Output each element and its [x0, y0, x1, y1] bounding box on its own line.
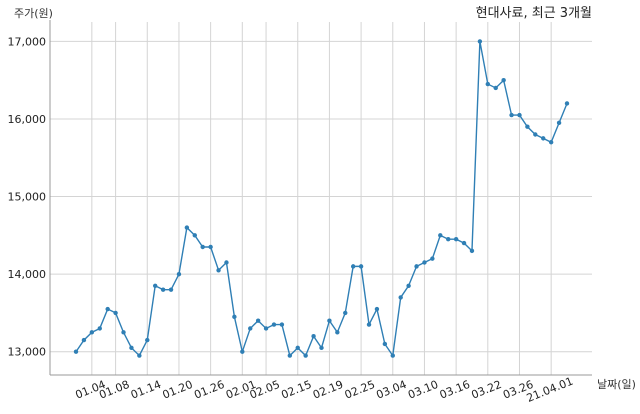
x-tick-label: 03.22 [469, 378, 503, 402]
data-point [200, 244, 205, 250]
data-point [366, 322, 372, 327]
data-point [255, 318, 261, 323]
data-point [216, 268, 221, 273]
data-point [541, 136, 546, 141]
data-point [453, 237, 459, 242]
data-point [105, 306, 110, 312]
data-point [160, 287, 166, 292]
data-point [113, 310, 118, 316]
data-point [279, 322, 285, 327]
x-tick-label: 01.20 [161, 378, 195, 402]
y-tick-label: 15,000 [8, 191, 47, 204]
data-point [430, 256, 435, 261]
price-series-line [75, 41, 568, 358]
data-point [493, 85, 498, 91]
data-point [469, 248, 475, 254]
x-tick-label: 02.25 [343, 378, 377, 402]
data-point [89, 330, 95, 335]
x-tick-label: 02.15 [279, 378, 313, 402]
data-point [248, 326, 253, 331]
x-tick-label: 03.04 [374, 378, 408, 402]
x-tick-label: 02.19 [311, 378, 345, 402]
data-point [548, 140, 554, 145]
data-point [145, 337, 150, 343]
data-point [129, 345, 134, 351]
y-tick-label: 16,000 [8, 113, 47, 126]
data-point [446, 237, 451, 242]
axes [49, 20, 592, 376]
data-point [327, 318, 332, 323]
x-tick-label: 01.14 [129, 378, 163, 402]
data-point [73, 349, 79, 354]
data-point [398, 295, 403, 300]
data-point [564, 101, 570, 106]
data-point [192, 233, 197, 238]
data-point [232, 314, 237, 320]
data-point [303, 353, 308, 358]
data-point [501, 77, 506, 83]
data-point [271, 322, 277, 327]
data-point [152, 283, 158, 288]
data-point [121, 330, 126, 335]
data-point [208, 244, 213, 250]
data-point [176, 271, 182, 277]
y-tick-label: 17,000 [8, 35, 47, 48]
y-tick-labels: 13,000 14,000 15,000 16,000 17,000 [8, 35, 47, 358]
data-point [533, 132, 538, 137]
data-point [406, 283, 411, 288]
chart-title: 현대사료, 최근 3개월 [476, 6, 592, 21]
data-point [485, 81, 491, 87]
x-tick-label: 21.04.01 [525, 375, 575, 405]
data-point [263, 326, 269, 331]
data-point [240, 349, 245, 354]
price-series-points [73, 39, 570, 358]
x-tick-label: 03.10 [406, 378, 440, 402]
data-point [509, 112, 514, 118]
data-point [137, 353, 142, 358]
y-tick-label: 13,000 [8, 346, 47, 359]
data-point [287, 353, 293, 358]
data-point [97, 326, 102, 331]
x-tick-label: 03.16 [438, 378, 472, 402]
data-point [438, 233, 443, 238]
data-point [422, 260, 427, 265]
data-point [295, 345, 300, 351]
x-tick-label: 01.26 [192, 378, 226, 402]
data-point [390, 353, 395, 358]
data-point [374, 306, 380, 312]
data-point [343, 310, 348, 316]
y-tick-label: 14,000 [8, 268, 47, 281]
data-point [184, 225, 190, 230]
data-point [525, 124, 530, 129]
data-point [477, 39, 483, 44]
data-point [414, 264, 419, 269]
grid [50, 22, 592, 375]
data-point [224, 260, 229, 265]
data-point [461, 240, 467, 246]
x-tick-labels: 01.0401.0801.1401.2001.2602.0102.0502.15… [73, 375, 575, 405]
data-point [517, 112, 522, 118]
data-point [556, 120, 562, 126]
data-point [382, 341, 388, 347]
data-point [311, 334, 316, 339]
data-point [350, 264, 356, 269]
data-point [358, 264, 364, 269]
y-axis-title: 주가(원) [14, 7, 53, 20]
x-axis-title: 날짜(일) [597, 377, 636, 391]
data-point [335, 330, 340, 335]
data-point [319, 345, 324, 351]
data-point [168, 287, 174, 292]
data-point [81, 337, 87, 343]
